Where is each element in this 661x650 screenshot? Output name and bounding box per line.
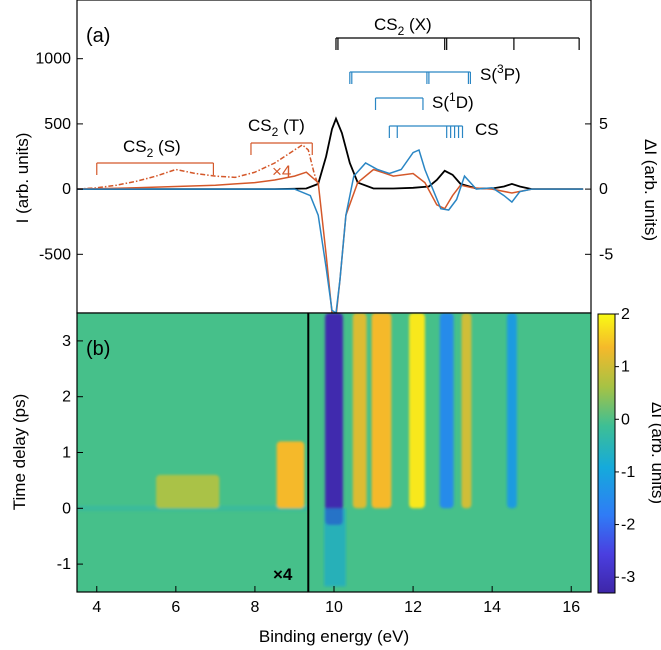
y-tick-label-b: -1 [57, 556, 71, 573]
x-tick-label: 8 [250, 599, 259, 616]
annotation-bracket-3: CS [388, 120, 499, 139]
series-line-0 [77, 116, 584, 191]
x-axis-label: Binding energy (eV) [259, 627, 409, 646]
x-tick-label: 12 [404, 599, 422, 616]
y-axis-label-left: I (arb. units) [13, 133, 32, 224]
y-tick-label-b: 3 [62, 333, 71, 350]
heatmap-cell [324, 508, 346, 587]
y-axis-label-right: ΔI (arb. units) [641, 139, 660, 241]
annotation-label: S(3P) [480, 62, 521, 84]
y-tick-label-b: 1 [62, 445, 71, 462]
annotation-label: CS [475, 120, 499, 139]
panel-a-annotations: CS2 (X) S(3P) S(1D)CS CS2 (S) CS2 (T) [96, 15, 580, 175]
colorbar-tick-label: -2 [621, 517, 635, 534]
panel-b-label: (b) [86, 338, 110, 360]
y-tick-label-b: 2 [62, 389, 71, 406]
x-tick-label: 14 [483, 599, 501, 616]
y-tick-label-left: 1000 [35, 51, 71, 68]
scale-note-a: ×4 [272, 162, 291, 181]
annotation-label: CS2 (S) [123, 137, 181, 160]
y-tick-label-left: 0 [62, 181, 71, 198]
annotation-bracket-5: CS2 (T) [248, 116, 313, 155]
heatmap-feature-2 [371, 313, 392, 509]
panel-a-right-axis: -5 0 5 [585, 116, 613, 263]
colorbar-tick-label: -3 [621, 569, 635, 586]
x-tick-label: 4 [92, 599, 101, 616]
heatmap-feature-6 [506, 313, 517, 509]
x-tick-label: 16 [562, 599, 580, 616]
heatmap-feature-7 [276, 441, 305, 509]
heatmap-feature-5 [461, 313, 472, 509]
x-tick-label: 10 [325, 599, 343, 616]
annotation-bracket-0: CS2 (X) [335, 15, 580, 50]
heatmap-feature-8 [156, 474, 220, 509]
colorbar [597, 313, 616, 594]
colorbar-tick-label: 1 [621, 359, 630, 376]
annotation-bracket-1: S(3P) [349, 62, 521, 84]
annotation-label: S(1D) [432, 90, 474, 112]
x-tick-label: 6 [171, 599, 180, 616]
heatmap-feature-3 [409, 313, 425, 509]
series-line-3 [77, 148, 584, 315]
colorbar-tick-label: 2 [621, 306, 630, 323]
annotation-label: CS2 (X) [374, 15, 432, 38]
panel-a-left-axis: -500 0 500 1000 [35, 51, 83, 263]
heatmap-features [77, 313, 517, 587]
annotation-bracket-2: S(1D) [374, 90, 474, 112]
panel-b-x-axis: 4 6 8 10 12 14 16 [92, 586, 580, 616]
series-line-2 [76, 143, 319, 190]
colorbar-axis: -3 -2 -1 0 1 2 [615, 306, 635, 586]
y-tick-label-right: 0 [599, 181, 608, 198]
y-tick-label-right: -5 [599, 246, 613, 263]
y-tick-label-left: 500 [44, 116, 71, 133]
colorbar-tick-label: 0 [621, 411, 630, 428]
scale-note-b: ×4 [273, 565, 293, 584]
heatmap-feature-1 [352, 313, 367, 509]
annotation-bracket-4: CS2 (S) [96, 137, 215, 175]
panel-a-label: (a) [86, 25, 110, 47]
heatmap-feature-4 [439, 313, 454, 509]
y-tick-label-left: -500 [39, 246, 71, 263]
heatmap-feature-0 [325, 313, 343, 526]
y-axis-label-b: Time delay (ps) [10, 394, 29, 511]
annotation-label: CS2 (T) [248, 116, 305, 139]
y-tick-label-b: 0 [62, 500, 71, 517]
y-tick-label-right: 5 [599, 116, 608, 133]
panel-b-y-axis: -1 0 1 2 3 [57, 333, 83, 573]
panel-a-traces [76, 116, 584, 319]
colorbar-tick-label: -1 [621, 464, 635, 481]
colorbar-label: ΔI (arb. units) [648, 402, 661, 504]
